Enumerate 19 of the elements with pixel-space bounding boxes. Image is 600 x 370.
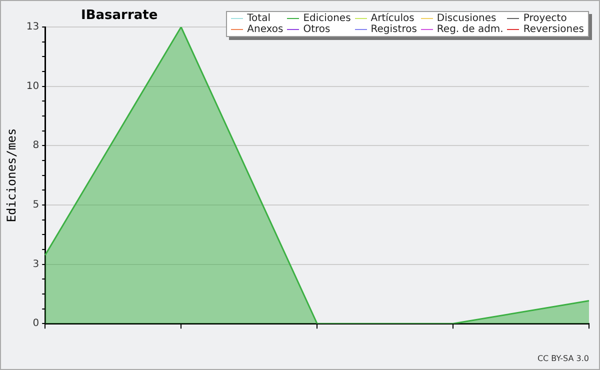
y-tick-label: 8 (32, 140, 40, 152)
legend-label: Discusiones (436, 13, 496, 24)
y-tick-label: 13 (26, 22, 40, 33)
y-tick-label: 3 (32, 258, 40, 270)
chart-title: IBasarrate (81, 8, 158, 23)
legend-label: Proyecto (523, 13, 567, 24)
text: CC BY-SA 3.0 (537, 354, 589, 363)
legend-label: Total (247, 13, 270, 24)
y-axis-title: Ediciones/mes (4, 128, 18, 222)
legend-label: Registros (370, 24, 417, 35)
legend-label: Artículos (370, 13, 414, 24)
legend-label: Otros (303, 24, 330, 35)
y-tick-label: 5 (32, 200, 40, 211)
legend-label: Reversiones (523, 24, 584, 35)
y-tick-label: 10 (26, 80, 40, 92)
legend-label: Anexos (247, 24, 284, 35)
y-tick-label: 0 (32, 318, 40, 330)
legend-label: Ediciones (303, 13, 351, 24)
legend-label: Reg. de adm. (436, 24, 504, 35)
